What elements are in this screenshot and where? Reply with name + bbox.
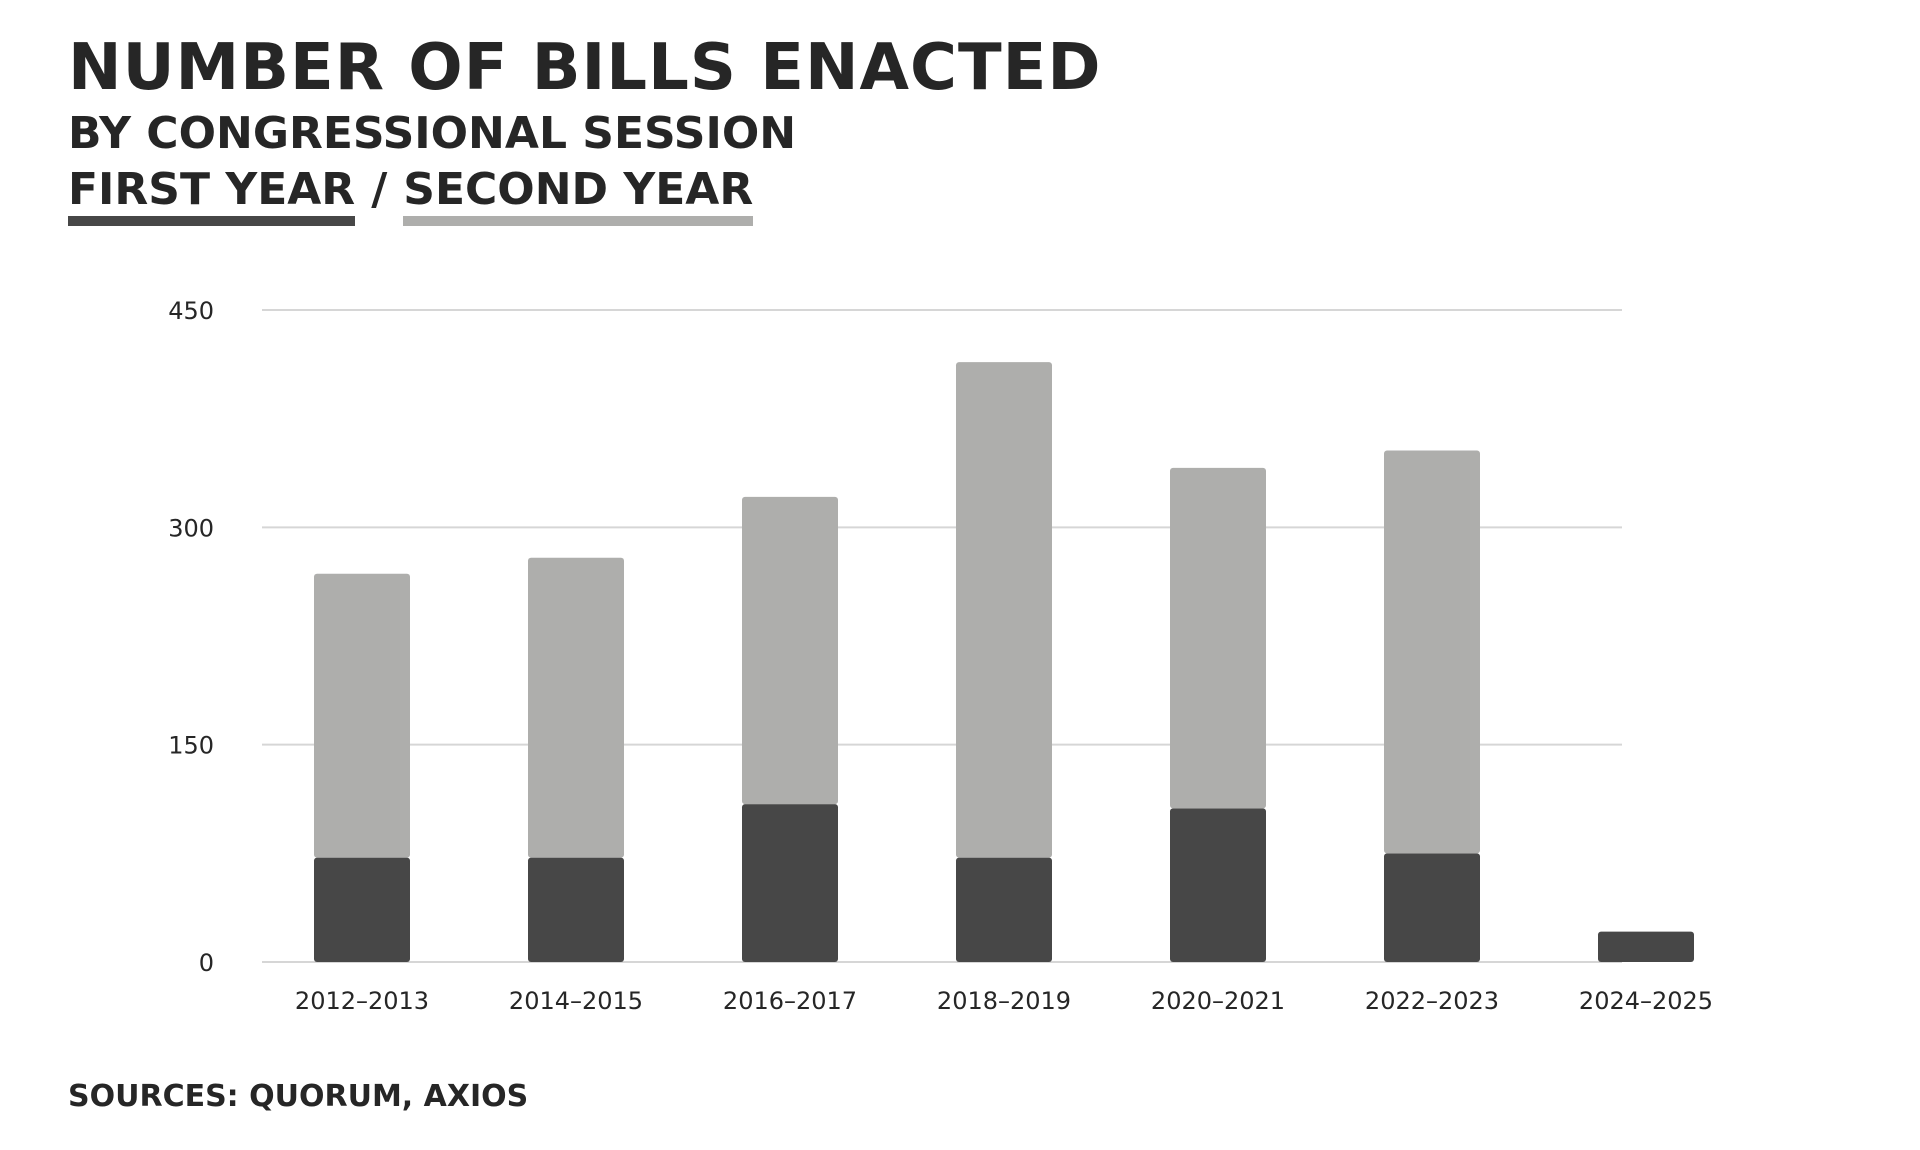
bar-first-year-2020–2021 bbox=[1170, 808, 1266, 962]
legend-swatch-first-year bbox=[68, 216, 356, 226]
x-tick-label: 2024–2025 bbox=[1579, 987, 1713, 1015]
bar-second-year-2012–2013 bbox=[314, 573, 410, 858]
legend-label-first-year: FIRST YEAR bbox=[68, 164, 356, 215]
legend-swatch-second-year bbox=[403, 216, 754, 226]
chart-title: NUMBER OF BILLS ENACTED bbox=[68, 31, 1102, 105]
x-tick-label: 2014–2015 bbox=[509, 987, 643, 1015]
y-tick-label: 0 bbox=[199, 949, 214, 977]
x-tick-label: 2012–2013 bbox=[295, 987, 429, 1015]
source-note: SOURCES: QUORUM, AXIOS bbox=[68, 1079, 529, 1114]
bar-first-year-2016–2017 bbox=[742, 804, 838, 962]
bar-first-year-2024–2025 bbox=[1598, 931, 1694, 962]
bar-second-year-2018–2019 bbox=[956, 362, 1052, 858]
x-tick-label: 2020–2021 bbox=[1151, 987, 1285, 1015]
bar-first-year-2022–2023 bbox=[1384, 853, 1480, 962]
chart-subtitle: BY CONGRESSIONAL SESSION bbox=[68, 108, 797, 159]
bar-first-year-2018–2019 bbox=[956, 857, 1052, 962]
y-tick-label: 300 bbox=[168, 514, 214, 542]
bar-second-year-2022–2023 bbox=[1384, 450, 1480, 854]
legend-item-first-year: FIRST YEAR bbox=[68, 168, 356, 226]
x-tick-label: 2016–2017 bbox=[723, 987, 857, 1015]
bar-first-year-2012–2013 bbox=[314, 857, 410, 962]
bars bbox=[314, 362, 1694, 962]
x-tick-label: 2018–2019 bbox=[937, 987, 1071, 1015]
legend-separator: / bbox=[371, 164, 388, 215]
legend-item-second-year: SECOND YEAR bbox=[403, 168, 754, 226]
bar-first-year-2014–2015 bbox=[528, 857, 624, 962]
legend: FIRST YEAR / SECOND YEAR bbox=[68, 164, 754, 236]
x-tick-label: 2022–2023 bbox=[1365, 987, 1499, 1015]
bar-second-year-2020–2021 bbox=[1170, 467, 1266, 809]
bar-second-year-2014–2015 bbox=[528, 557, 624, 858]
bar-second-year-2016–2017 bbox=[742, 496, 838, 805]
y-tick-label: 150 bbox=[168, 732, 214, 760]
axis-ticks: 0 150 300 450 2012–2013 2014–2015 2016–2017 201… bbox=[168, 297, 1713, 1015]
legend-label-second-year: SECOND YEAR bbox=[403, 164, 754, 215]
y-tick-label: 450 bbox=[168, 297, 214, 325]
